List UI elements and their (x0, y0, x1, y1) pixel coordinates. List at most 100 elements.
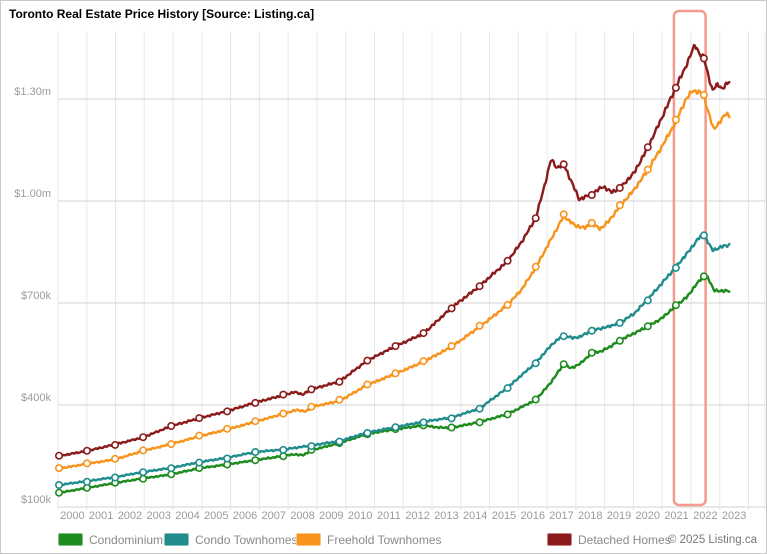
data-point-condo-townhomes-2017 (531, 359, 540, 368)
x-axis-label: 2019 (607, 510, 631, 522)
data-point-condominiums-2022 (671, 301, 680, 310)
x-axis-label: 2001 (89, 510, 113, 522)
series-line-freehold-townhomes (57, 89, 731, 470)
data-point-condominiums-2016 (503, 410, 512, 419)
data-point-freehold-townhomes-2010 (335, 395, 344, 404)
x-axis-label: 2018 (578, 510, 602, 522)
legend-item-condominiums[interactable]: Condominiums (58, 532, 169, 547)
data-point-freehold-townhomes-2005 (195, 431, 204, 440)
data-point-condo-townhomes-2006 (223, 454, 232, 463)
data-point-condo-townhomes-2014 (447, 414, 456, 423)
series-markers (54, 54, 708, 497)
data-point-condominiums-2000 (54, 488, 63, 497)
data-point-condo-townhomes-2019 (587, 326, 596, 335)
data-point-condo-townhomes-2012 (391, 423, 400, 432)
x-axis-label: 2012 (405, 510, 429, 522)
x-axis-label: 2023 (722, 510, 746, 522)
data-point-freehold-townhomes-2015 (475, 321, 484, 330)
data-point-condo-townhomes-2007 (251, 447, 260, 456)
data-point-condo-townhomes-2003 (139, 468, 148, 477)
data-point-condo-townhomes-2004 (167, 464, 176, 473)
data-point-detached-homes-2006 (223, 407, 232, 416)
legend-item-detached-homes[interactable]: Detached Homes (547, 532, 671, 547)
data-point-condo-townhomes-2010 (335, 437, 344, 446)
data-point-detached-homes-2003 (139, 433, 148, 442)
data-point-condo-townhomes-2013 (419, 418, 428, 427)
data-point-freehold-townhomes-2017 (531, 262, 540, 271)
x-axis-label: 2016 (520, 510, 544, 522)
legend-label: Detached Homes (578, 532, 671, 547)
x-axis-label: 2005 (204, 510, 228, 522)
x-axis-label: 2004 (175, 510, 199, 522)
data-point-detached-homes-2016 (503, 256, 512, 265)
data-point-freehold-townhomes-2001 (83, 459, 92, 468)
data-point-detached-homes-2010 (335, 377, 344, 386)
gridlines (57, 31, 766, 510)
data-point-condo-townhomes-2023 (699, 231, 708, 240)
data-point-condominiums-2008 (279, 452, 288, 461)
data-point-freehold-townhomes-2004 (167, 440, 176, 449)
data-point-condo-townhomes-2018 (559, 332, 568, 341)
data-point-freehold-townhomes-2009 (307, 402, 316, 411)
data-point-condo-townhomes-2020 (615, 318, 624, 327)
data-point-freehold-townhomes-2019 (587, 219, 596, 228)
x-axis-label: 2006 (233, 510, 257, 522)
highlight-box-2022 (672, 9, 707, 507)
legend-swatch-condominiums (58, 533, 83, 546)
data-point-freehold-townhomes-2013 (419, 357, 428, 366)
data-point-condominiums-2007 (251, 456, 260, 465)
legend-swatch-condo-townhomes (164, 533, 189, 546)
data-point-condo-townhomes-2022 (671, 263, 680, 272)
x-axis-label: 2017 (549, 510, 573, 522)
data-point-freehold-townhomes-2014 (447, 341, 456, 350)
data-point-freehold-townhomes-2008 (279, 409, 288, 418)
y-axis-label: $1.00m (14, 188, 51, 200)
data-point-freehold-townhomes-2006 (223, 424, 232, 433)
data-point-detached-homes-2011 (363, 356, 372, 365)
series-line-condominiums (57, 275, 731, 495)
data-point-detached-homes-2009 (307, 385, 316, 394)
data-point-condominiums-2020 (615, 336, 624, 345)
x-axis-label: 2002 (118, 510, 142, 522)
data-point-freehold-townhomes-2003 (139, 446, 148, 455)
data-point-condo-townhomes-2016 (503, 384, 512, 393)
data-point-condo-townhomes-2008 (279, 445, 288, 454)
data-point-detached-homes-2022 (671, 83, 680, 92)
series-line-detached-homes (57, 43, 731, 458)
y-axis-label: $100k (21, 494, 51, 506)
data-point-freehold-townhomes-2007 (251, 417, 260, 426)
data-point-detached-homes-2023 (699, 54, 708, 63)
x-axis-label: 2010 (348, 510, 372, 522)
data-point-freehold-townhomes-2012 (391, 369, 400, 378)
legend-item-freehold-townhomes[interactable]: Freehold Townhomes (296, 532, 442, 547)
data-point-detached-homes-2007 (251, 398, 260, 407)
data-point-condominiums-2014 (447, 423, 456, 432)
data-point-detached-homes-2002 (111, 440, 120, 449)
data-point-condo-townhomes-2011 (363, 428, 372, 437)
data-point-detached-homes-2018 (559, 160, 568, 169)
data-point-condominiums-2015 (475, 418, 484, 427)
x-axis-label: 2011 (377, 510, 401, 522)
data-point-condominiums-2003 (139, 474, 148, 483)
data-point-condominiums-2017 (531, 395, 540, 404)
legend-item-condo-townhomes[interactable]: Condo Townhomes (164, 532, 298, 547)
data-point-condominiums-2018 (559, 360, 568, 369)
y-axis-label: $700k (21, 290, 51, 302)
data-point-freehold-townhomes-2022 (671, 115, 680, 124)
legend-label: Freehold Townhomes (327, 532, 442, 547)
data-point-freehold-townhomes-2018 (559, 210, 568, 219)
x-axis-label: 2003 (146, 510, 170, 522)
data-point-condominiums-2019 (587, 348, 596, 357)
data-point-detached-homes-2004 (167, 421, 176, 430)
x-axis-label: 2009 (319, 510, 343, 522)
x-axis-label: 2021 (664, 510, 688, 522)
data-point-detached-homes-2008 (279, 390, 288, 399)
data-point-condo-townhomes-2009 (307, 442, 316, 451)
data-point-condominiums-2023 (699, 272, 708, 281)
y-axis-label: $1.30m (14, 86, 51, 98)
x-axis-label: 2022 (693, 510, 717, 522)
y-axis-label: $400k (21, 392, 51, 404)
data-point-freehold-townhomes-2002 (111, 454, 120, 463)
x-axis-label: 2020 (636, 510, 660, 522)
data-point-detached-homes-2013 (419, 329, 428, 338)
